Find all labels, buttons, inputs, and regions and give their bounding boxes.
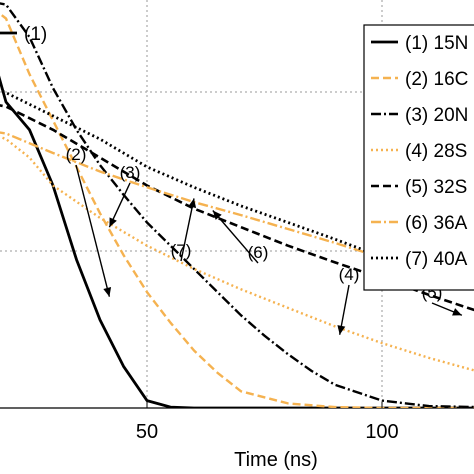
legend-label-5: (5) 32S	[405, 177, 467, 198]
annotation-arrow-3	[212, 210, 259, 264]
annotation-arrowhead-5	[452, 308, 462, 316]
legend-label-7: (7) 40A	[405, 249, 468, 270]
partial-legend-left: (1)	[0, 24, 47, 45]
annotation-label-0: (2)	[66, 145, 87, 164]
annotation-label-4: (4)	[339, 265, 360, 284]
legend-label-1-left: (1)	[24, 24, 47, 45]
series-line-6	[0, 131, 474, 289]
annotation-arrow-0	[75, 164, 111, 297]
x-tick-labels: 50 100	[136, 402, 399, 443]
annotation-arrowhead-2	[188, 198, 197, 209]
x-tick-label-100: 100	[365, 421, 398, 443]
series-line-2	[0, 12, 474, 408]
annotation-arrowhead-4	[337, 325, 346, 335]
annotation-arrowhead-1	[109, 217, 117, 228]
annotation-label-1: (3)	[120, 163, 141, 182]
series-line-3	[0, 2, 474, 408]
series-line-1	[0, 75, 474, 408]
legend-label-4: (4) 28S	[405, 141, 467, 162]
x-tick-label-50: 50	[136, 421, 158, 443]
x-axis-title: Time (ns)	[234, 449, 318, 471]
legend: (1) 15N (2) 16C (3) 20N (4) 28S (5) 32S (6) 3…	[363, 24, 474, 291]
annotation-label-2: (7)	[171, 241, 192, 260]
legend-label-3: (3) 20N	[405, 105, 468, 126]
annotation-arrow-2	[180, 198, 195, 262]
legend-label-1: (1) 15N	[405, 33, 468, 54]
legend-label-6: (6) 36A	[405, 213, 468, 234]
annotation-arrowhead-0	[103, 287, 112, 297]
legend-label-2: (2) 16C	[405, 69, 468, 90]
annotation-arrowhead-3	[212, 210, 222, 220]
annotation-label-3: (6)	[248, 243, 269, 262]
legend-box	[363, 24, 474, 291]
